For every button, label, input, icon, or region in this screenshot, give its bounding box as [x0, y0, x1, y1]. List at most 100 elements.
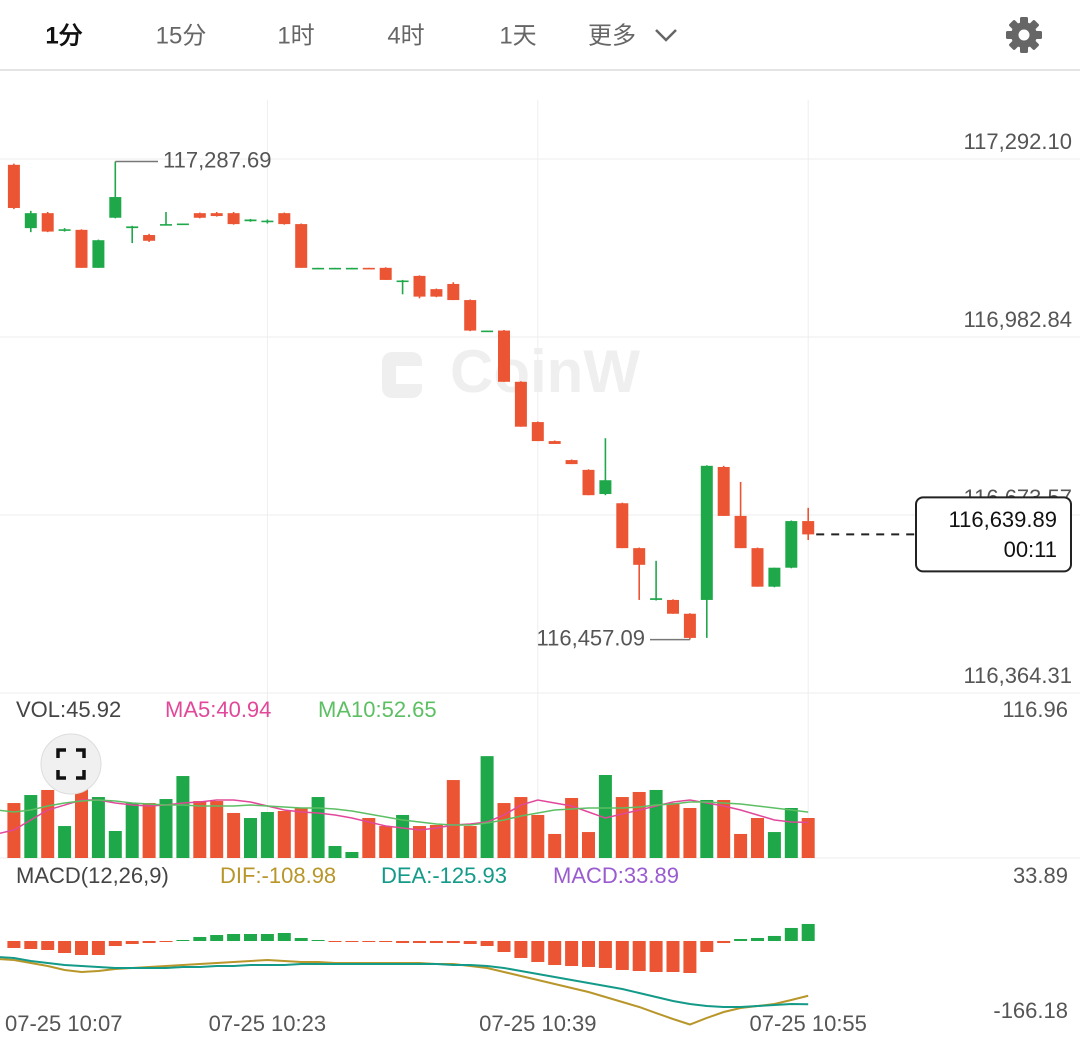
volume-bar: [362, 818, 376, 858]
candle-body: [785, 521, 798, 568]
macd-bar: [159, 940, 173, 942]
macd-bar: [193, 936, 207, 941]
volume-bar: [277, 810, 291, 858]
macd-bar: [125, 940, 139, 945]
timeframe-tab[interactable]: 15分: [156, 22, 207, 49]
candle-body: [261, 220, 274, 223]
volume-bar: [683, 808, 697, 858]
macd-bar: [767, 935, 781, 941]
macd-bar: [294, 937, 308, 941]
volume-bar: [125, 803, 139, 858]
timeframe-tab[interactable]: 4时: [387, 22, 424, 49]
volume-bar: [91, 797, 105, 858]
watermark-logo: [382, 352, 422, 398]
volume-bar: [227, 812, 241, 858]
macd-bar: [7, 940, 21, 948]
candle-body: [599, 480, 612, 495]
macd-bar: [548, 940, 562, 966]
candle-body: [7, 164, 20, 208]
macd-bar: [413, 940, 426, 944]
macd-bar: [632, 940, 646, 971]
timeframe-tab[interactable]: 1天: [499, 22, 536, 49]
volume-bar: [734, 833, 748, 858]
macd-title: MACD(12,26,9): [16, 863, 169, 888]
candle-body: [345, 267, 358, 270]
more-chevron[interactable]: [655, 29, 677, 42]
macd-bar: [497, 940, 511, 952]
ma-line: [0, 799, 809, 826]
macd-bar: [311, 939, 325, 941]
candle-body: [650, 598, 663, 600]
volume-bar: [311, 797, 325, 858]
candle-body: [126, 226, 139, 229]
candle-body: [498, 330, 510, 382]
macd-bar: [142, 940, 156, 944]
macd-bar: [362, 940, 376, 942]
timeframe-tab[interactable]: 更多: [588, 22, 636, 49]
fullscreen-button[interactable]: [40, 733, 102, 795]
macd-bar: [24, 940, 38, 949]
macd-bar: [598, 940, 612, 968]
candle-body: [41, 213, 54, 232]
x-tick-label: 07-25 10:55: [749, 1011, 866, 1036]
timeframe-tab[interactable]: 1分: [45, 22, 82, 49]
volume-bar: [379, 826, 393, 858]
volume-bar: [615, 797, 629, 858]
macd-bar: [751, 937, 764, 941]
high-marker-label: 117,287.69: [163, 147, 271, 172]
volume-bar: [548, 833, 562, 858]
volume-bar: [294, 808, 308, 858]
candle-body: [160, 224, 172, 226]
candle-body: [548, 441, 561, 444]
volume-bar: [108, 830, 122, 858]
candle-body: [109, 197, 122, 218]
macd-bar: [582, 940, 595, 967]
volume-bar: [565, 797, 579, 858]
volume-bar: [176, 776, 190, 858]
volume-bar: [159, 799, 173, 858]
y-tick-label: 116,364.31: [964, 663, 1072, 688]
candle-body: [210, 213, 223, 217]
macd-bar: [480, 940, 494, 947]
candle-body: [683, 613, 696, 638]
macd-bar: [700, 940, 714, 952]
volume-bar: [784, 808, 798, 858]
countdown-label: 00:11: [1004, 537, 1057, 562]
candle-body: [92, 240, 105, 268]
volume-bar: [480, 756, 494, 858]
candle-body: [176, 223, 189, 226]
candle-body: [802, 521, 815, 535]
macd-bar: [683, 940, 697, 974]
volume-bar: [514, 797, 528, 858]
candle-body: [396, 280, 409, 283]
ma-line: [0, 799, 809, 835]
candle-body: [565, 460, 578, 465]
macd-bar: [345, 940, 359, 942]
macd-min-label: -166.18: [993, 998, 1068, 1023]
volume-bar: [396, 814, 410, 858]
volume-bar: [210, 801, 224, 858]
candle-body: [227, 213, 240, 225]
volume-bar: [497, 803, 511, 858]
volume-bar: [193, 801, 207, 858]
volume-max-label: 116.96: [1002, 697, 1068, 722]
settings-icon[interactable]: [1006, 17, 1042, 53]
macd-bar: [176, 939, 190, 941]
macd-bar: [734, 938, 748, 941]
macd-bar: [41, 940, 55, 950]
macd-bar: [328, 940, 342, 942]
volume-bar: [801, 818, 815, 858]
volume-bar: [413, 826, 426, 858]
volume-bar: [717, 799, 731, 858]
volume-bar: [598, 774, 612, 858]
volume-bar: [463, 826, 477, 858]
last-price-box: [915, 496, 1072, 573]
timeframe-tab[interactable]: 1时: [277, 22, 314, 49]
legend-label: MA10:52.65: [318, 697, 437, 722]
macd-bar: [565, 940, 579, 967]
macd-bar: [210, 935, 224, 941]
volume-bar: [75, 785, 88, 858]
candle-body: [514, 381, 527, 427]
macd-bar: [666, 940, 680, 973]
